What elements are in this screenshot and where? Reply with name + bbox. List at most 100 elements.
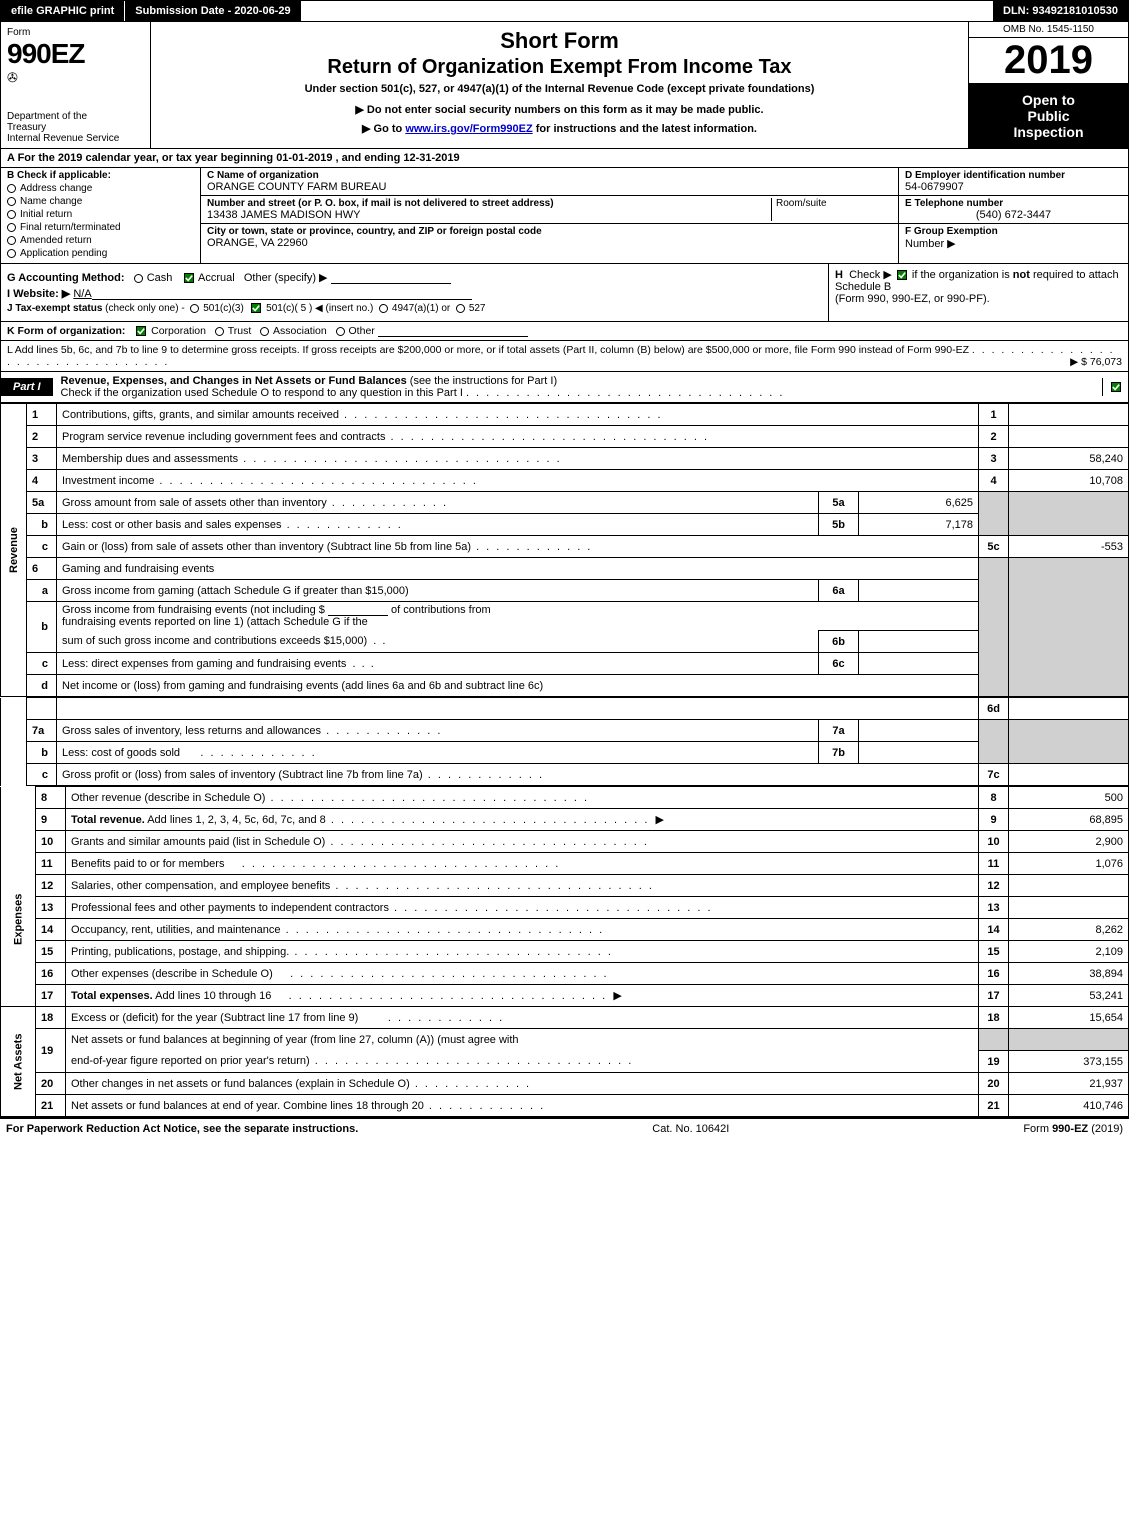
line-6d-val — [1009, 698, 1129, 720]
line-6a-num: a — [27, 580, 57, 602]
ein-value: 54-0679907 — [905, 181, 964, 193]
line-9-box: 9 — [979, 809, 1009, 831]
part-1-table-cont: d 6d 7a Gross sales of inventory, less r… — [0, 697, 1129, 786]
line-2-desc: Program service revenue including govern… — [62, 431, 709, 443]
line-1-box: 1 — [979, 404, 1009, 426]
line-8-box: 8 — [979, 787, 1009, 809]
irs-url-link[interactable]: www.irs.gov/Form990EZ — [405, 123, 532, 135]
form-page-ref: Form 990-EZ (2019) — [1023, 1123, 1123, 1135]
radio-other[interactable] — [336, 327, 345, 336]
line-18-num: 18 — [36, 1007, 66, 1029]
line-19-desc2: end-of-year figure reported on prior yea… — [71, 1055, 633, 1067]
line-17-desc: Add lines 10 through 16 — [153, 990, 272, 1002]
b-header: B Check if applicable: — [7, 170, 194, 181]
line-6d-num: d — [27, 675, 57, 697]
form-number: 990EZ — [7, 38, 144, 70]
line-5a-sub: 5a — [819, 492, 859, 514]
line-20-desc: Other changes in net assets or fund bala… — [71, 1078, 531, 1090]
opt-name-change[interactable]: Name change — [7, 196, 194, 207]
line-16-desc: Other expenses (describe in Schedule O) — [71, 968, 273, 980]
line-7a-num: 7a — [27, 720, 57, 742]
line-13-box: 13 — [979, 897, 1009, 919]
side-label-expenses: Expenses — [1, 831, 36, 1007]
efile-button[interactable]: efile GRAPHIC print — [1, 1, 125, 21]
line-6c-sub: 6c — [819, 653, 859, 675]
line-4-num: 4 — [27, 470, 57, 492]
check-accrual[interactable] — [184, 273, 194, 283]
line-3-desc: Membership dues and assessments — [62, 453, 562, 465]
line-16-num: 16 — [36, 963, 66, 985]
line-5c-box: 5c — [979, 536, 1009, 558]
check-corporation[interactable] — [136, 326, 146, 336]
l-gross-receipts: L Add lines 5b, 6c, and 7b to line 9 to … — [0, 341, 1129, 372]
omb-number: OMB No. 1545-1150 — [969, 22, 1128, 38]
line-9-val: 68,895 — [1009, 809, 1129, 831]
radio-association[interactable] — [260, 327, 269, 336]
line-14-desc: Occupancy, rent, utilities, and maintena… — [71, 924, 604, 936]
i-website: I Website: ▶ N/A — [7, 287, 822, 300]
line-20-val: 21,937 — [1009, 1073, 1129, 1095]
line-2-val — [1009, 426, 1129, 448]
other-specify-input[interactable] — [331, 272, 451, 284]
page-footer: For Paperwork Reduction Act Notice, see … — [0, 1117, 1129, 1139]
line-6d-desc: Net income or (loss) from gaming and fun… — [57, 675, 979, 697]
radio-4947[interactable] — [379, 304, 388, 313]
line-16-val: 38,894 — [1009, 963, 1129, 985]
line-6c-num: c — [27, 653, 57, 675]
line-17-box: 17 — [979, 985, 1009, 1007]
line-20-box: 20 — [979, 1073, 1009, 1095]
line-2-num: 2 — [27, 426, 57, 448]
line-5c-desc: Gain or (loss) from sale of assets other… — [62, 541, 592, 553]
side-label-revenue: Revenue — [1, 404, 27, 697]
line-5a-num: 5a — [27, 492, 57, 514]
line-6a-desc: Gross income from gaming (attach Schedul… — [57, 580, 819, 602]
line-15-val: 2,109 — [1009, 941, 1129, 963]
check-501c[interactable] — [251, 303, 261, 313]
line-21-desc: Net assets or fund balances at end of ye… — [71, 1100, 545, 1112]
department-label: Department of the Treasury Internal Reve… — [7, 111, 119, 144]
check-schedule-o-used[interactable] — [1111, 382, 1121, 392]
line-18-desc: Excess or (deficit) for the year (Subtra… — [71, 1012, 358, 1024]
gross-receipts-amount: ▶ $ 76,073 — [1070, 356, 1122, 368]
opt-initial-return[interactable]: Initial return — [7, 209, 194, 220]
line-14-num: 14 — [36, 919, 66, 941]
line-7a-desc: Gross sales of inventory, less returns a… — [62, 725, 442, 737]
line-4-box: 4 — [979, 470, 1009, 492]
line-20-num: 20 — [36, 1073, 66, 1095]
line-9-num: 9 — [36, 809, 66, 831]
col-c-org-name-address: C Name of organization ORANGE COUNTY FAR… — [201, 168, 898, 263]
group-exemption-label: F Group Exemption — [905, 226, 1122, 237]
radio-cash[interactable] — [134, 274, 143, 283]
opt-final-return[interactable]: Final return/terminated — [7, 222, 194, 233]
line-17-num: 17 — [36, 985, 66, 1007]
check-schedule-b-not-required[interactable] — [897, 270, 907, 280]
line-15-num: 15 — [36, 941, 66, 963]
h-schedule-b: H Check ▶ if the organization is not req… — [828, 264, 1128, 321]
line-12-num: 12 — [36, 875, 66, 897]
submission-date-button[interactable]: Submission Date - 2020-06-29 — [125, 1, 301, 21]
opt-application-pending[interactable]: Application pending — [7, 248, 194, 259]
line-5c-val: -553 — [1009, 536, 1129, 558]
phone-value: (540) 672-3447 — [905, 209, 1122, 221]
part-1-table-cont2: 8 Other revenue (describe in Schedule O)… — [0, 786, 1129, 1117]
form-number-box: Form 990EZ ✇ Department of the Treasury … — [1, 22, 151, 148]
radio-527[interactable] — [456, 304, 465, 313]
form-word: Form — [7, 27, 30, 38]
opt-amended-return[interactable]: Amended return — [7, 235, 194, 246]
radio-501c3[interactable] — [190, 304, 199, 313]
ssn-warning: ▶ Do not enter social security numbers o… — [161, 103, 958, 116]
part-1-table: Revenue 1 Contributions, gifts, grants, … — [0, 403, 1129, 697]
line-14-box: 14 — [979, 919, 1009, 941]
line-6c-subval — [859, 653, 979, 675]
line-4-desc: Investment income — [62, 475, 478, 487]
short-form-title: Short Form — [161, 28, 958, 54]
line-6b-num: b — [27, 602, 57, 653]
line-6b-subval — [859, 631, 979, 653]
line-6b-sub: 6b — [819, 631, 859, 653]
opt-address-change[interactable]: Address change — [7, 183, 194, 194]
part-1-title: Revenue, Expenses, and Changes in Net As… — [61, 375, 407, 387]
col-d-ein-phone: D Employer identification number 54-0679… — [898, 168, 1128, 263]
part-1-subtitle: Check if the organization used Schedule … — [61, 387, 785, 399]
line-15-desc: Printing, publications, postage, and shi… — [71, 946, 613, 958]
radio-trust[interactable] — [215, 327, 224, 336]
